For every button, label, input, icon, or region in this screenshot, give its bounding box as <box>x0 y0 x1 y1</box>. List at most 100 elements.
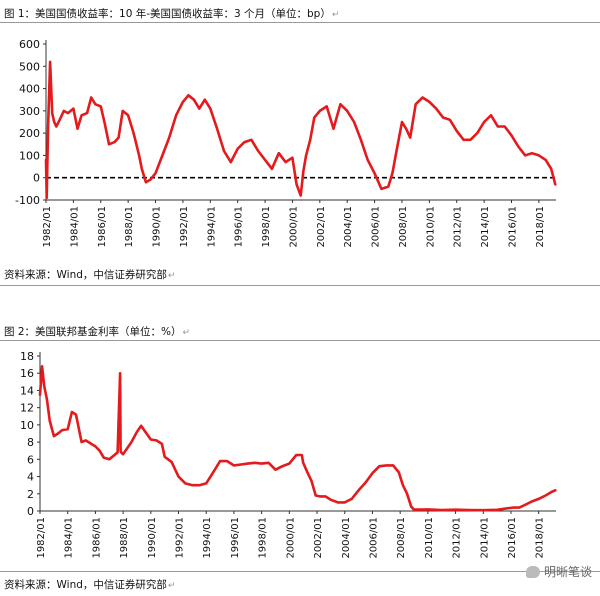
data-point <box>246 462 249 465</box>
data-point <box>236 147 239 150</box>
y-tick-label: 14 <box>20 384 34 397</box>
data-point <box>102 456 105 459</box>
figure1-source: 资料来源：Wind，中信证券研究部↵ <box>4 267 175 282</box>
data-point <box>310 480 313 482</box>
data-point <box>427 508 429 511</box>
data-point <box>138 154 141 157</box>
data-point <box>313 116 316 119</box>
data-point <box>402 484 404 487</box>
data-point <box>94 445 97 448</box>
data-point <box>360 138 362 141</box>
data-point <box>405 127 407 130</box>
data-point <box>47 125 49 128</box>
data-point <box>127 114 129 117</box>
data-point <box>55 125 58 128</box>
data-point <box>45 159 47 161</box>
data-point <box>58 118 61 121</box>
x-tick-label: 1992/01 <box>175 517 186 559</box>
data-point <box>48 419 51 422</box>
x-tick-label: 2006/01 <box>371 206 382 248</box>
x-tick-label: 1988/01 <box>119 517 130 559</box>
y-tick-label: 0 <box>27 505 34 518</box>
data-point <box>205 482 208 485</box>
data-point <box>302 170 305 172</box>
data-point <box>229 161 232 164</box>
data-point <box>98 449 101 452</box>
data-point <box>155 439 158 442</box>
data-point <box>325 105 328 108</box>
data-point <box>449 118 451 121</box>
data-point <box>442 116 444 119</box>
x-tick-label: 1992/01 <box>179 206 190 248</box>
data-point <box>99 105 102 108</box>
data-point <box>116 451 119 454</box>
x-tick-label: 2004/01 <box>341 517 352 559</box>
y-tick-label: 2 <box>27 488 34 501</box>
data-point <box>343 501 346 504</box>
data-point <box>203 98 206 101</box>
data-point <box>66 428 69 431</box>
x-tick-label: 1994/01 <box>206 206 217 248</box>
data-point <box>182 101 184 103</box>
data-point <box>309 138 312 141</box>
x-tick-label: 1988/01 <box>124 206 135 248</box>
data-point <box>305 154 307 157</box>
data-point <box>366 159 369 161</box>
y-tick-label: 16 <box>20 367 34 380</box>
figure1-line-chart: -100 0 100 200 300 400 500 600 1982/01 1984/01 198… <box>15 38 557 248</box>
data-point <box>161 442 163 445</box>
data-point <box>86 112 88 114</box>
data-point <box>130 441 133 443</box>
figure1-caption-text: 图 1：美国国债收益率：10 年-美国国债收益率：3 个月（单位：bp） <box>4 8 331 20</box>
x-tick-label: 2018/01 <box>535 517 546 559</box>
data-point <box>508 507 511 509</box>
data-point <box>271 167 273 170</box>
data-point <box>121 110 124 112</box>
x-tick-label: 2004/01 <box>343 206 354 248</box>
data-point <box>385 464 388 467</box>
figure1-caption: 图 1：美国国债收益率：10 年-美国国债收益率：3 个月（单位：bp）↵ <box>4 6 339 21</box>
data-point <box>117 136 120 139</box>
data-point <box>51 112 54 114</box>
data-point <box>149 438 152 441</box>
data-point <box>84 439 87 442</box>
x-tick-label: 2008/01 <box>396 517 407 559</box>
figure1-bottom-rule <box>0 285 600 286</box>
x-tick-label: 1996/01 <box>230 517 241 559</box>
data-point <box>126 447 129 449</box>
x-tick-label: 2002/01 <box>316 206 327 248</box>
data-point <box>531 152 533 155</box>
chat-bubble-icon <box>525 565 540 578</box>
data-point <box>397 471 400 474</box>
data-point <box>274 468 277 471</box>
data-point <box>193 98 195 101</box>
data-point <box>267 461 270 464</box>
data-point <box>284 161 287 164</box>
data-point <box>149 179 152 181</box>
data-point <box>53 121 56 123</box>
data-point <box>392 464 395 467</box>
data-point <box>80 441 83 443</box>
data-point <box>373 172 376 175</box>
data-point <box>371 472 374 474</box>
data-point <box>198 484 201 487</box>
x-tick-label: 2016/01 <box>507 517 518 559</box>
figure2-caption: 图 2：美国联邦基金利率（单位：%）↵ <box>4 324 190 339</box>
x-tick-label: 1998/01 <box>261 206 272 248</box>
x-tick-label: 2018/01 <box>535 206 546 248</box>
y-tick-label: 18 <box>20 350 34 363</box>
data-point <box>517 145 520 148</box>
data-point <box>409 136 412 139</box>
y-tick-label: -100 <box>15 194 40 207</box>
data-point <box>75 413 77 416</box>
data-point <box>240 463 242 466</box>
x-tick-label: 2000/01 <box>288 206 299 248</box>
figure2-source-text: 资料来源：Wind，中信证券研究部 <box>4 579 167 591</box>
data-point <box>454 508 457 511</box>
data-point <box>490 114 492 117</box>
x-tick-label: 2002/01 <box>313 517 324 559</box>
y-tick-label: 0 <box>33 172 40 185</box>
data-point <box>212 471 215 474</box>
data-point <box>353 121 355 123</box>
figure2-bottom-rule <box>0 571 600 572</box>
